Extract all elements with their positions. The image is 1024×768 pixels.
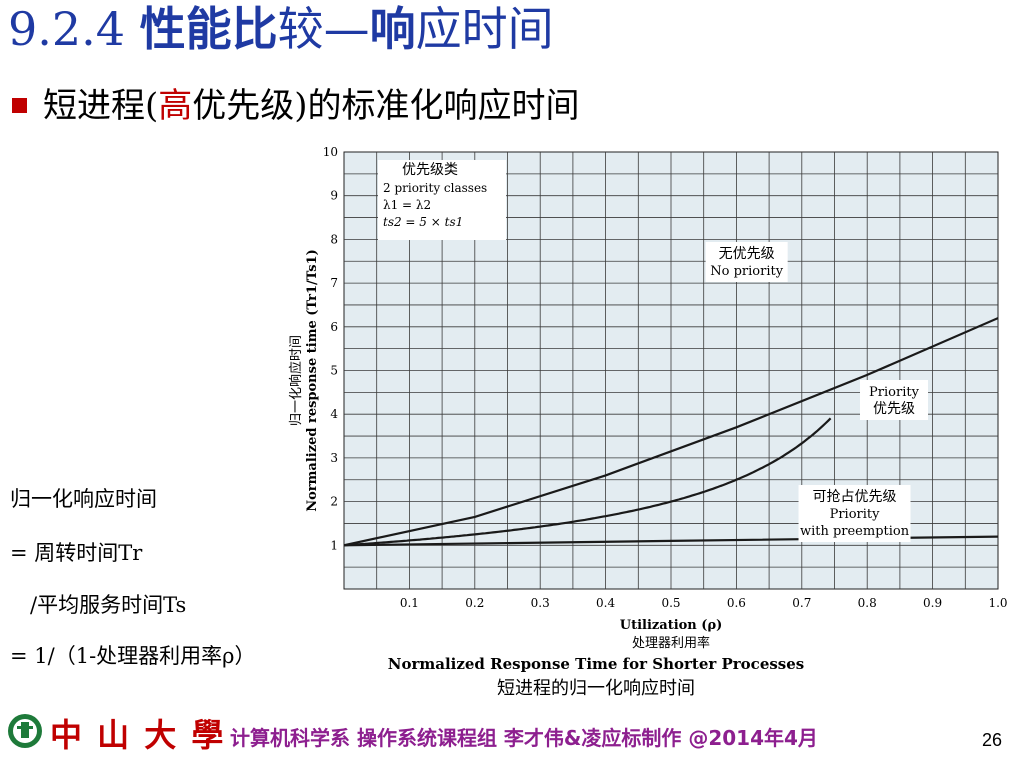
formula-line-4: = 1/（1-处理器利用率ρ） — [10, 644, 256, 668]
series-priority — [344, 317, 998, 547]
legend-line: ts2 = 5 × ts1 — [383, 215, 463, 229]
x-tick-label: 0.4 — [596, 596, 615, 610]
x-tick-label: 1.0 — [988, 596, 1007, 610]
bullet-point: 短进程(高优先级)的标准化响应时间 — [12, 84, 580, 128]
chart-title: Normalized Response Time for Shorter Pro… — [388, 655, 805, 673]
y-tick-label: 6 — [330, 320, 338, 334]
legend-line: 2 priority classes — [383, 181, 487, 195]
series-label-background — [798, 485, 911, 542]
y-tick-label: 10 — [323, 145, 338, 159]
series-label-background — [705, 242, 788, 282]
y-tick-label: 8 — [330, 232, 338, 246]
x-tick-label: 0.8 — [858, 596, 877, 610]
response-time-chart: 0.1 0.2 0.3 0.4 0.5 0.6 0.7 0.8 0.9 1.0 1 2 3 4 5 6 7 8 9 1… — [288, 145, 1008, 699]
y-tick-label: 5 — [330, 364, 338, 378]
y-axis-label: Normalized response time (Tr1/Ts1) — [305, 249, 320, 512]
series-label-text: Priority — [869, 385, 920, 400]
y-tick-label: 1 — [330, 538, 338, 552]
x-axis-label: Utilization (ρ) — [620, 618, 723, 633]
y-tick-label: 3 — [330, 451, 338, 465]
y-axis-label-cn: 归一化响应时间 — [288, 335, 304, 426]
series-label-background — [860, 380, 929, 420]
title-number: 9.2.4 — [8, 2, 140, 56]
x-tick-label: 0.9 — [923, 596, 942, 610]
x-tick-label: 0.5 — [661, 596, 680, 610]
series-label-text: with preemption — [800, 524, 910, 539]
series-label-text: 无优先级 — [719, 246, 775, 262]
series-label-text: Priority — [830, 507, 881, 522]
footer: 中 山 大 學 计算机科学系 操作系统课程组 李才伟&凌应标制作 @2014年4… — [0, 710, 1024, 768]
y-tick-label: 9 — [330, 189, 338, 203]
university-name: 中 山 大 學 — [50, 716, 226, 754]
footer-credits: 计算机科学系 操作系统课程组 李才伟&凌应标制作 @2014年4月 — [230, 726, 818, 750]
series-no-priority — [344, 417, 832, 547]
legend-title-cn: 优先级类 — [402, 162, 458, 178]
x-tick-label: 0.1 — [400, 596, 419, 610]
x-tick-label: 0.7 — [792, 596, 811, 610]
bullet-text-highlight: 高 — [158, 86, 193, 126]
y-tick-label: 4 — [330, 407, 338, 421]
title-part-2: 较— — [277, 2, 370, 56]
university-logo-icon — [8, 714, 42, 748]
x-tick-label: 0.6 — [727, 596, 746, 610]
formula-line-3: /平均服务时间Ts — [30, 593, 187, 617]
legend-line: λ1 = λ2 — [383, 198, 431, 212]
formula-line-2: = 周转时间Tr — [10, 541, 143, 565]
y-tick-label: 2 — [330, 495, 338, 509]
x-tick-label: 0.2 — [465, 596, 484, 610]
bullet-text-post: 优先级)的标准化响应时间 — [192, 86, 580, 126]
page-number: 26 — [982, 730, 1003, 750]
x-axis-label-cn: 处理器利用率 — [632, 635, 710, 651]
title-part-1: 性能比 — [139, 2, 278, 56]
series-label-text: No priority — [710, 264, 783, 279]
slide-title: 9.2.4 性能比较—响应时间 — [8, 0, 554, 58]
legend-background — [378, 160, 506, 240]
bullet-square-icon — [12, 97, 27, 113]
series-label-text: 优先级 — [873, 401, 915, 417]
formula-line-1: 归一化响应时间 — [10, 487, 157, 511]
tick-labels: 0.1 0.2 0.3 0.4 0.5 0.6 0.7 0.8 0.9 1.0 1 2 3 4 5 6 7 8 9 1… — [323, 145, 1008, 610]
x-tick-label: 0.3 — [531, 596, 550, 610]
title-part-3: 响 — [369, 2, 416, 56]
title-part-4: 应时间 — [415, 2, 554, 56]
legend-box: 优先级类 2 priority classes λ1 = λ2 ts2 = 5 … — [378, 160, 506, 240]
bullet-text-pre: 短进程( — [43, 86, 159, 126]
series-label-text: 可抢占优先级 — [813, 488, 897, 505]
chart-title-cn: 短进程的归一化响应时间 — [497, 678, 695, 699]
y-tick-label: 7 — [330, 276, 338, 290]
